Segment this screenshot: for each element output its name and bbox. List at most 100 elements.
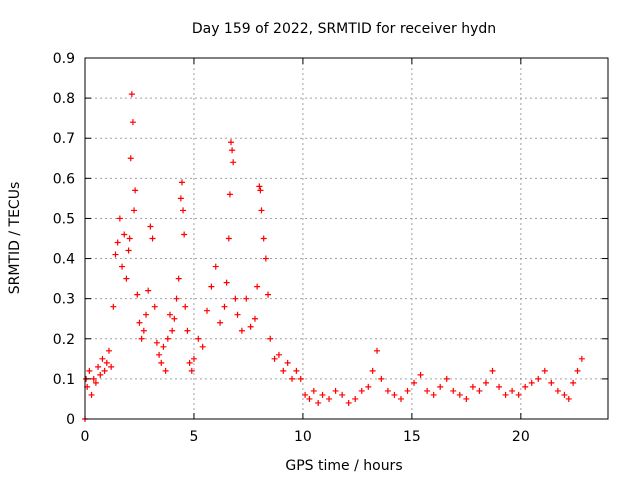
data-point xyxy=(86,367,93,374)
data-point xyxy=(365,383,372,390)
data-point xyxy=(145,287,152,294)
data-point xyxy=(140,327,147,334)
x-tick-label: 0 xyxy=(81,429,90,445)
data-point xyxy=(181,231,188,238)
data-point xyxy=(430,391,437,398)
data-point xyxy=(105,347,112,354)
data-point xyxy=(173,295,180,302)
data-point xyxy=(90,375,97,382)
data-point xyxy=(411,379,418,386)
x-axis-label: GPS time / hours xyxy=(285,458,402,474)
y-tick-label: 0.4 xyxy=(53,252,75,268)
data-point xyxy=(339,391,346,398)
data-point xyxy=(147,223,154,230)
data-point xyxy=(153,339,160,346)
data-point xyxy=(289,375,296,382)
data-point xyxy=(265,291,272,298)
data-point xyxy=(404,387,411,394)
data-point xyxy=(199,343,206,350)
data-point xyxy=(243,295,250,302)
data-point xyxy=(127,155,134,162)
data-point xyxy=(123,275,130,282)
data-point xyxy=(310,387,317,394)
data-point xyxy=(476,387,483,394)
data-point xyxy=(225,235,232,242)
y-tick-label: 0.1 xyxy=(53,372,75,388)
data-point xyxy=(515,391,522,398)
data-point xyxy=(271,355,278,362)
data-point xyxy=(267,335,274,342)
data-point xyxy=(463,395,470,402)
plot-frame xyxy=(84,57,609,420)
x-tick-label: 15 xyxy=(403,429,421,445)
y-tick-label: 0.9 xyxy=(53,51,75,67)
data-point xyxy=(565,395,572,402)
y-tick-label: 0 xyxy=(66,412,75,428)
data-point xyxy=(374,347,381,354)
data-point xyxy=(424,387,431,394)
data-point xyxy=(417,371,424,378)
data-point xyxy=(217,319,224,326)
data-point xyxy=(358,387,365,394)
data-point xyxy=(306,395,313,402)
data-point xyxy=(190,355,197,362)
y-tick-label: 0.6 xyxy=(53,171,75,187)
data-point xyxy=(166,311,173,318)
data-point xyxy=(99,355,106,362)
data-point xyxy=(437,383,444,390)
data-point xyxy=(378,375,385,382)
data-point xyxy=(297,375,304,382)
data-points xyxy=(82,91,585,422)
data-point xyxy=(88,391,95,398)
data-point xyxy=(528,379,535,386)
data-point xyxy=(129,119,136,126)
data-point xyxy=(119,263,126,270)
data-point xyxy=(574,367,581,374)
x-tick-label: 10 xyxy=(294,429,312,445)
data-point xyxy=(204,307,211,314)
data-point xyxy=(502,391,509,398)
data-point xyxy=(188,367,195,374)
data-point xyxy=(160,343,167,350)
data-point xyxy=(369,367,376,374)
data-point xyxy=(126,235,133,242)
data-point xyxy=(260,235,267,242)
data-point xyxy=(509,387,516,394)
data-point xyxy=(397,395,404,402)
data-point xyxy=(554,387,561,394)
data-point xyxy=(178,179,185,186)
data-point xyxy=(169,327,176,334)
data-point xyxy=(251,315,258,322)
data-point xyxy=(535,375,542,382)
y-tick-label: 0.8 xyxy=(53,91,75,107)
data-point xyxy=(489,367,496,374)
data-point xyxy=(182,303,189,310)
data-point xyxy=(496,383,503,390)
data-point xyxy=(162,367,169,374)
data-point xyxy=(97,371,104,378)
data-point xyxy=(254,283,261,290)
data-point xyxy=(384,387,391,394)
data-point xyxy=(149,235,156,242)
data-point xyxy=(114,239,121,246)
data-point xyxy=(226,191,233,198)
data-point xyxy=(134,291,141,298)
data-point xyxy=(578,355,585,362)
data-point xyxy=(208,283,215,290)
data-point xyxy=(230,159,237,166)
data-point xyxy=(315,399,322,406)
data-point xyxy=(319,391,326,398)
data-point xyxy=(136,319,143,326)
x-tick-label: 20 xyxy=(512,429,530,445)
data-point xyxy=(456,391,463,398)
data-point xyxy=(229,147,236,154)
data-point xyxy=(482,379,489,386)
data-point xyxy=(326,395,333,402)
data-point xyxy=(164,335,171,342)
data-point xyxy=(143,311,150,318)
data-point xyxy=(443,375,450,382)
data-point xyxy=(223,279,230,286)
data-point xyxy=(156,351,163,358)
data-point xyxy=(101,367,108,374)
data-point xyxy=(257,187,264,194)
